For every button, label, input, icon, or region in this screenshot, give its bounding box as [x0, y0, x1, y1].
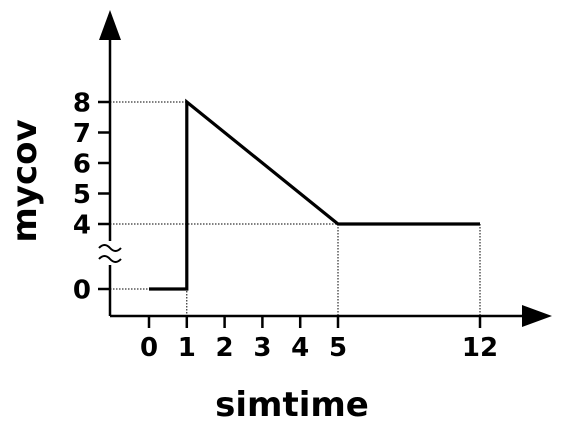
x-tick-label: 2: [216, 333, 234, 363]
x-tick-label: 4: [291, 333, 309, 363]
y-tick-label: 6: [73, 150, 91, 180]
axis-break-gap: [102, 241, 118, 265]
x-tick-label: 3: [253, 333, 271, 363]
x-axis-title: simtime: [215, 385, 369, 425]
reference-lines: [110, 101, 481, 316]
y-axis-title: mycov: [5, 119, 45, 242]
x-tick-label: 5: [329, 333, 347, 363]
x-tick-label: 0: [140, 333, 158, 363]
y-axis-arrow: [99, 10, 121, 40]
x-tick-label: 1: [178, 333, 196, 363]
axis-break-mark: [98, 244, 122, 252]
axes: [98, 10, 552, 327]
x-tick-label: 12: [462, 333, 498, 363]
y-tick-label: 4: [73, 211, 91, 241]
series-line: [149, 98, 480, 291]
axis-break-mark: [98, 255, 122, 263]
y-tick-label: 5: [73, 180, 91, 210]
y-tick-label: 8: [73, 89, 91, 119]
y-tick-label: 0: [73, 276, 91, 306]
y-tick-label: 7: [73, 119, 91, 149]
series: [148, 98, 481, 291]
x-axis-arrow: [522, 305, 552, 327]
